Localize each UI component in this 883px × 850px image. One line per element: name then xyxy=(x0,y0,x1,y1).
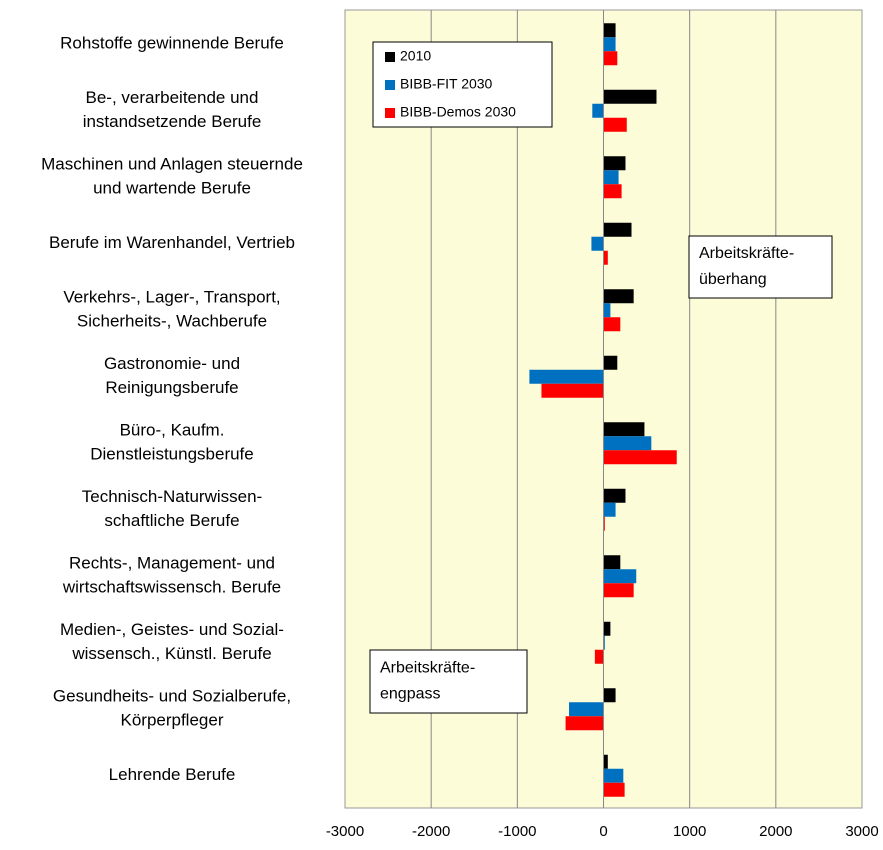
bar xyxy=(541,383,604,398)
bar xyxy=(603,303,611,318)
y-tick-label: Rechts-, Management- und wirtschaftswisse… xyxy=(62,554,281,597)
y-tick-label: Be-, verarbeitende und instandsetzende Be… xyxy=(83,88,262,131)
y-tick-label: Maschinen und Anlagen steuernde und warte… xyxy=(41,155,303,198)
bar xyxy=(603,250,608,265)
bar xyxy=(603,635,605,650)
bar xyxy=(603,355,618,370)
x-tick-label: 2000 xyxy=(759,823,792,840)
bar xyxy=(603,688,616,703)
x-tick-label: 3000 xyxy=(845,823,878,840)
bar xyxy=(603,422,645,437)
y-tick-label: Verkehrs-, Lager-, Transport, Sicherheits… xyxy=(63,288,280,331)
y-tick-label: Lehrende Berufe xyxy=(109,765,236,784)
bar xyxy=(569,702,604,717)
legend-label: 2010 xyxy=(400,48,431,64)
bar xyxy=(603,51,618,66)
legend-swatch xyxy=(385,108,395,118)
y-tick-label: Berufe im Warenhandel, Vertrieb xyxy=(49,233,295,252)
bar xyxy=(603,184,622,199)
legend-label: BIBB-FIT 2030 xyxy=(400,76,493,92)
bar xyxy=(603,555,621,570)
bar xyxy=(603,222,632,237)
bar xyxy=(591,236,604,251)
bar xyxy=(603,502,616,517)
bar xyxy=(603,768,624,783)
y-tick-label: Rohstoffe gewinnende Berufe xyxy=(60,34,284,53)
bar xyxy=(603,436,652,451)
bar xyxy=(603,317,621,332)
bar xyxy=(603,621,611,636)
bar xyxy=(603,117,627,132)
bar xyxy=(603,450,677,465)
bar xyxy=(565,716,604,731)
bar xyxy=(603,89,657,104)
bar xyxy=(603,754,608,769)
bar xyxy=(603,156,626,171)
legend-label: BIBB-Demos 2030 xyxy=(400,104,516,120)
y-tick-label: Gastronomie- und Reinigungsberufe xyxy=(104,354,240,397)
y-tick-label: Medien-, Geistes- und Sozial-wissensch.,… xyxy=(60,620,284,663)
bar xyxy=(529,369,604,384)
y-tick-label: Gesundheits- und Sozialberufe, Körperpfle… xyxy=(53,687,291,730)
annotation-box xyxy=(688,235,833,299)
y-tick-label: Technisch-Naturwissen-schaftliche Berufe xyxy=(82,487,262,530)
x-tick-label: -2000 xyxy=(412,823,450,840)
y-tick-label: Büro-, Kaufm. Dienstleistungsberufe xyxy=(90,421,253,464)
x-tick-label: -1000 xyxy=(498,823,536,840)
bar xyxy=(603,516,605,531)
bar xyxy=(592,103,604,118)
annotation: Arbeitskräfte-überhang xyxy=(699,245,794,288)
x-tick-label: 0 xyxy=(599,823,607,840)
bars xyxy=(529,23,677,797)
legend-box xyxy=(372,41,553,128)
bar xyxy=(603,37,616,52)
x-tick-label: 1000 xyxy=(673,823,706,840)
bar xyxy=(603,289,634,304)
bar xyxy=(603,569,637,584)
bar xyxy=(603,782,625,797)
annotation-box xyxy=(369,649,528,714)
annotation: Arbeitskräfte-engpass xyxy=(380,660,475,703)
legend-swatch xyxy=(385,52,395,62)
bar xyxy=(603,488,626,503)
bar xyxy=(603,170,619,185)
bar xyxy=(603,583,634,598)
bar xyxy=(594,649,604,664)
x-tick-label: -3000 xyxy=(326,823,364,840)
legend-swatch xyxy=(385,80,395,90)
bar xyxy=(603,23,616,38)
